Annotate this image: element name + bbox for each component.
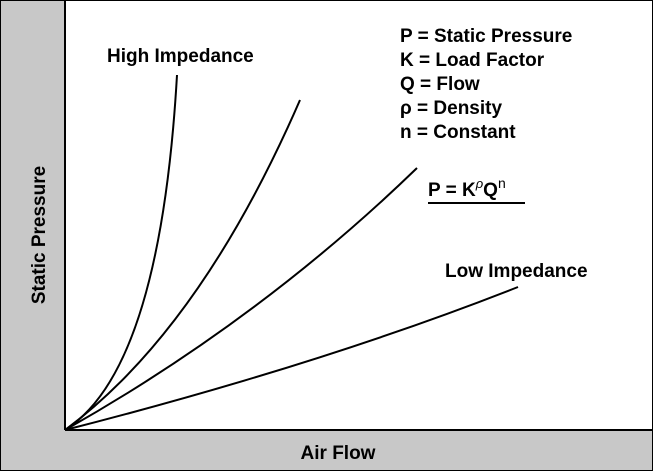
curve-2 [64, 99, 301, 431]
legend-item: ρ = Density [400, 98, 502, 119]
formula-part: P = K [428, 180, 476, 201]
curve-high [64, 74, 178, 431]
low-label: Low Impedance [445, 261, 588, 282]
formula-sup: ρ [475, 176, 484, 191]
curves [64, 74, 519, 431]
formula-part: Q [483, 180, 498, 201]
y-axis-label: Static Pressure [29, 166, 50, 304]
legend-item: n = Constant [400, 122, 516, 143]
legend-item: P = Static Pressure [400, 26, 572, 47]
curve-3 [64, 167, 418, 431]
formula: P = KρQn [428, 175, 506, 201]
formula-sup: n [498, 175, 506, 191]
high-label: High Impedance [107, 46, 254, 67]
legend-item: Q = Flow [400, 74, 480, 95]
legend-item: K = Load Factor [400, 50, 545, 71]
x-axis-label: Air Flow [301, 443, 376, 464]
curve-low [64, 286, 519, 431]
